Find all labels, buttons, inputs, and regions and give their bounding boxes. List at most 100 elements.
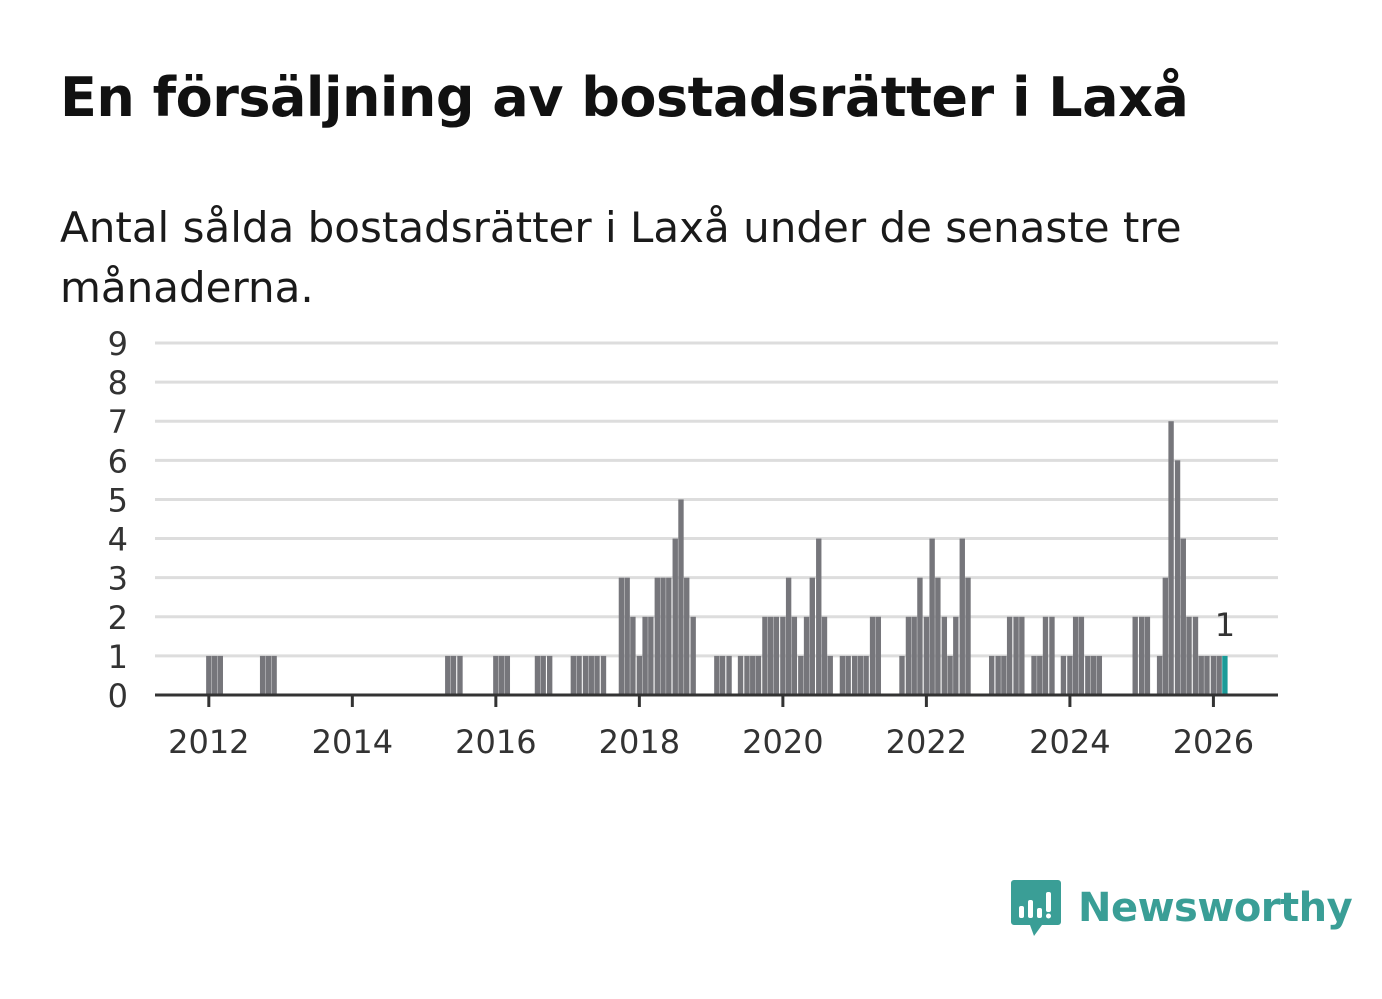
bar [839,655,846,695]
bar [1204,655,1210,695]
bar [767,616,774,695]
bars [206,421,1228,695]
chart-title: En försäljning av bostadsrätter i Laxå [60,66,1189,129]
bar [995,655,1001,695]
bar [737,655,744,695]
bar [504,655,511,695]
bar [271,655,277,695]
y-tick-label: 6 [108,442,128,480]
bar [1186,616,1192,695]
bar [678,499,684,695]
bar [755,655,762,695]
newsworthy-logo-icon [1011,880,1061,936]
bar [965,577,971,695]
bar [714,655,720,695]
bar [785,577,792,695]
bar [618,577,625,695]
y-tick-label: 9 [108,325,128,363]
bar [809,577,815,695]
bar [947,655,953,695]
bar [875,616,882,695]
bar [1013,616,1019,695]
bar [576,655,582,695]
bar [1078,616,1085,695]
y-tick-label: 4 [108,521,128,559]
bar [582,655,589,695]
bar [762,616,768,695]
bar [905,616,912,695]
bar [1180,538,1186,695]
bar [690,616,696,695]
bar [498,655,505,695]
bar [1072,616,1079,695]
bar [588,655,594,695]
bar [1096,655,1103,695]
highlight-value-label: 1 [1215,606,1235,644]
bar [821,616,828,695]
bar [493,655,499,695]
bar [630,616,636,695]
bar [869,616,876,695]
bar [791,616,798,695]
bar [1192,616,1199,695]
y-tick-label: 7 [108,403,128,441]
bar [917,577,923,695]
bar [816,538,822,695]
bar [923,616,930,695]
bar [827,655,833,695]
bar [1174,460,1181,695]
bar [648,616,654,695]
bar [265,655,272,695]
bar [445,655,451,695]
y-tick-label: 2 [108,599,128,637]
bar [911,616,917,695]
bar [217,655,223,695]
bar [780,616,786,695]
bar [1216,655,1222,695]
y-tick-label: 3 [108,560,128,598]
bar [1037,655,1043,695]
bar [1168,421,1174,695]
bar [803,616,810,695]
bar [1006,616,1013,695]
y-tick-label: 1 [108,638,128,676]
newsworthy-logo: Newsworthy [1010,878,1353,938]
bar [1049,616,1055,695]
bar [851,655,858,695]
bar [450,655,457,695]
bar [1060,655,1067,695]
x-axis-ticks: 2012 2014 2016 2018 2020 2022 2024 2026 [168,695,1254,761]
bar [798,655,804,695]
bar [988,655,995,695]
bar [1090,655,1097,695]
bar [684,577,690,695]
brand-name: Newsworthy [1078,885,1353,931]
bar [953,616,959,695]
bar [935,577,941,695]
bar [750,655,756,695]
bar [959,538,965,695]
bar [206,655,212,695]
y-tick-label: 5 [108,481,128,519]
bar [744,655,750,695]
chart-subtitle: Antal sålda bostadsrätter i Laxå under d… [60,203,1182,312]
bar [863,655,869,695]
bar [1162,577,1169,695]
bar [546,655,553,695]
bar [1067,655,1073,695]
bar [1138,616,1145,695]
y-tick-label: 0 [108,677,128,715]
bar [845,655,851,695]
bar [672,538,678,695]
bar [1156,655,1163,695]
bar [899,655,905,695]
x-tick-label: 2018 [599,723,680,761]
bar [259,655,266,695]
bar [1031,655,1037,695]
bar [857,655,864,695]
bar [654,577,660,695]
x-tick-label: 2014 [312,723,393,761]
bar [660,577,666,695]
